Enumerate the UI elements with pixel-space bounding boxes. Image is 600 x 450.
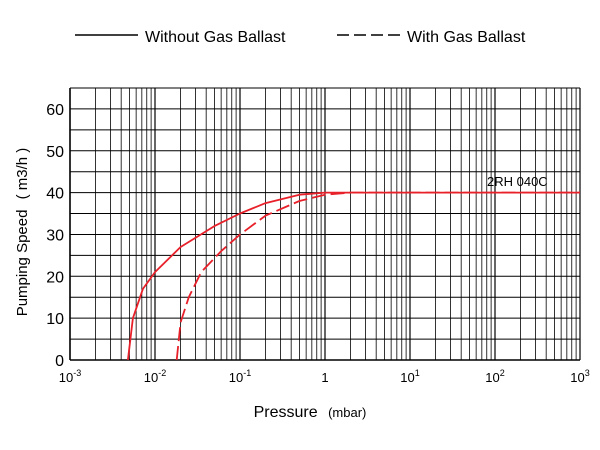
x-axis-label-unit: (mbar) xyxy=(328,405,366,420)
x-axis-label: Pressure (mbar) xyxy=(254,404,367,421)
y-tick-label: 30 xyxy=(46,227,64,244)
x-axis-label-main: Pressure xyxy=(254,404,318,421)
y-tick-label: 0 xyxy=(55,353,64,370)
x-tick-label: 102 xyxy=(485,368,504,385)
y-tick-label: 50 xyxy=(46,144,64,161)
x-tick-label: 101 xyxy=(400,368,419,385)
y-tick-label: 20 xyxy=(46,269,64,286)
y-tick-label: 40 xyxy=(46,186,64,203)
y-tick-label: 60 xyxy=(46,102,64,119)
y-tick-labels: 0 10 20 30 40 50 60 xyxy=(46,102,64,370)
y-axis-label-unit: ( m3/h ) xyxy=(14,148,31,200)
legend-label-with-gas-ballast: With Gas Ballast xyxy=(407,29,526,46)
legend-label-without-gas-ballast: Without Gas Ballast xyxy=(145,29,286,46)
series-line-without-gas-ballast xyxy=(127,191,580,361)
grid xyxy=(69,87,581,361)
legend: Without Gas Ballast With Gas Ballast xyxy=(75,29,526,46)
x-tick-label: 10-2 xyxy=(144,368,166,385)
x-tick-labels: 10-3 10-2 10-1 1 101 102 103 xyxy=(59,368,590,385)
y-tick-label: 10 xyxy=(46,311,64,328)
series-annotation: 2RH 040C xyxy=(487,174,548,189)
x-tick-label: 10-3 xyxy=(59,368,81,385)
x-tick-label: 1 xyxy=(321,370,328,385)
y-axis-label-main: Pumping Speed xyxy=(14,210,31,317)
x-tick-label: 10-1 xyxy=(229,368,251,385)
series-line-with-gas-ballast xyxy=(175,191,580,361)
x-tick-label: 103 xyxy=(570,368,589,385)
y-axis-label: Pumping Speed ( m3/h ) xyxy=(14,148,31,317)
series-lines xyxy=(127,191,580,361)
svg-text:Pumping Speed ( m3/h ): Pumping Speed ( m3/h ) xyxy=(14,148,31,317)
